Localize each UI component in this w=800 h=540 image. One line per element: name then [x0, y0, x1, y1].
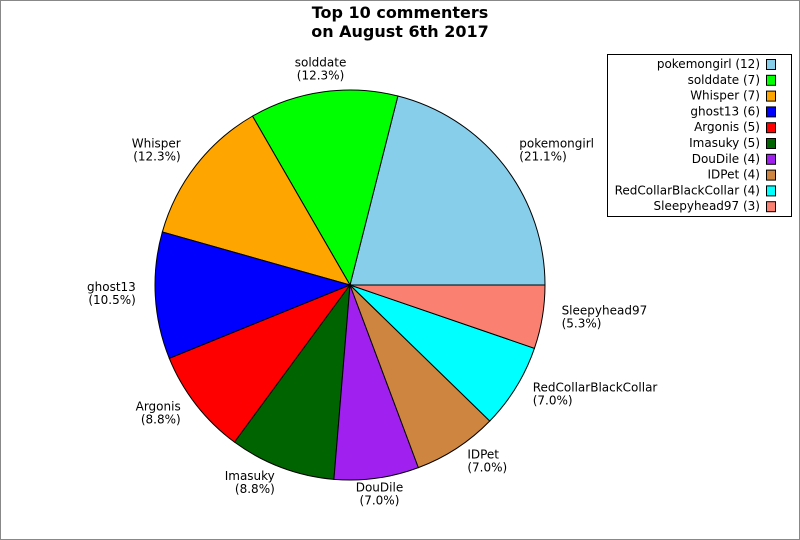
slice-label: solddate (12.3%)	[295, 56, 347, 83]
slice-percent: (12.3%)	[297, 69, 344, 83]
slice-percent: (7.0%)	[360, 493, 400, 507]
slice-label: Sleepyhead97 (5.3%)	[562, 303, 648, 330]
legend-label: Whisper (7)	[690, 89, 760, 103]
slice-name: pokemongirl	[519, 136, 594, 150]
legend-label: ghost13 (6)	[690, 104, 760, 118]
pie-slice	[168, 283, 352, 443]
pie-slice	[154, 231, 352, 360]
chart-title: Top 10 commenters on August 6th 2017	[311, 3, 489, 41]
slice-label: IDPet (7.0%)	[467, 448, 507, 475]
legend-label: Imasuky (5)	[689, 136, 760, 150]
pie-slice	[233, 283, 351, 480]
slice-name: Argonis	[136, 400, 181, 414]
legend-swatch	[766, 201, 776, 213]
legend-label: RedCollarBlackCollar (4)	[615, 183, 760, 197]
legend-box	[607, 54, 792, 217]
pie-slice	[349, 284, 546, 349]
legend-swatch	[766, 59, 776, 70]
slice-label: Whisper (12.3%)	[132, 136, 181, 163]
slice-percent: (7.0%)	[467, 461, 507, 475]
legend-swatch	[766, 74, 776, 86]
slice-percent: (10.5%)	[88, 293, 135, 307]
slice-percent: (8.8%)	[235, 482, 275, 496]
legend-swatch	[766, 169, 776, 181]
legend-label: pokemongirl (12)	[657, 57, 760, 71]
legend-swatch	[766, 153, 776, 165]
legend-swatch	[766, 90, 776, 102]
slice-name: Imasuky	[225, 469, 275, 483]
slice-name: ghost13	[87, 280, 136, 294]
slice-percent: (8.8%)	[141, 413, 181, 427]
legend-label: IDPet (4)	[708, 168, 761, 182]
slice-label: RedCollarBlackCollar (7.0%)	[533, 380, 658, 407]
legend-label: Argonis (5)	[694, 120, 760, 134]
slice-label: ghost13 (10.5%)	[87, 280, 136, 307]
slice-percent: (12.3%)	[133, 149, 180, 163]
slice-percent: (5.3%)	[562, 316, 602, 330]
slice-name: Whisper	[132, 136, 181, 150]
legend-swatch	[766, 185, 776, 197]
legend-swatch	[766, 106, 776, 118]
slice-name: IDPet	[467, 448, 499, 462]
legend-label: Sleepyhead97 (3)	[654, 199, 760, 213]
slice-percent: (21.1%)	[519, 149, 566, 163]
legend-swatch	[766, 122, 776, 134]
slice-label: pokemongirl (21.1%)	[519, 136, 594, 163]
legend-label: DouDile (4)	[692, 152, 760, 166]
legend-swatch	[766, 138, 776, 149]
slice-label: Argonis (8.8%)	[136, 400, 181, 427]
pie-slice	[349, 95, 546, 286]
slice-label: DouDile (7.0%)	[356, 480, 403, 507]
slice-name: DouDile	[356, 480, 403, 494]
slice-percent: (7.0%)	[533, 393, 573, 407]
pie-slice	[161, 115, 352, 286]
slice-label: Imasuky (8.8%)	[225, 469, 275, 496]
slice-name: RedCollarBlackCollar	[533, 380, 658, 394]
legend-label: solddate (7)	[688, 73, 760, 87]
slice-name: Sleepyhead97	[562, 303, 648, 317]
pie-slice	[251, 89, 399, 287]
slice-name: solddate	[295, 56, 347, 70]
